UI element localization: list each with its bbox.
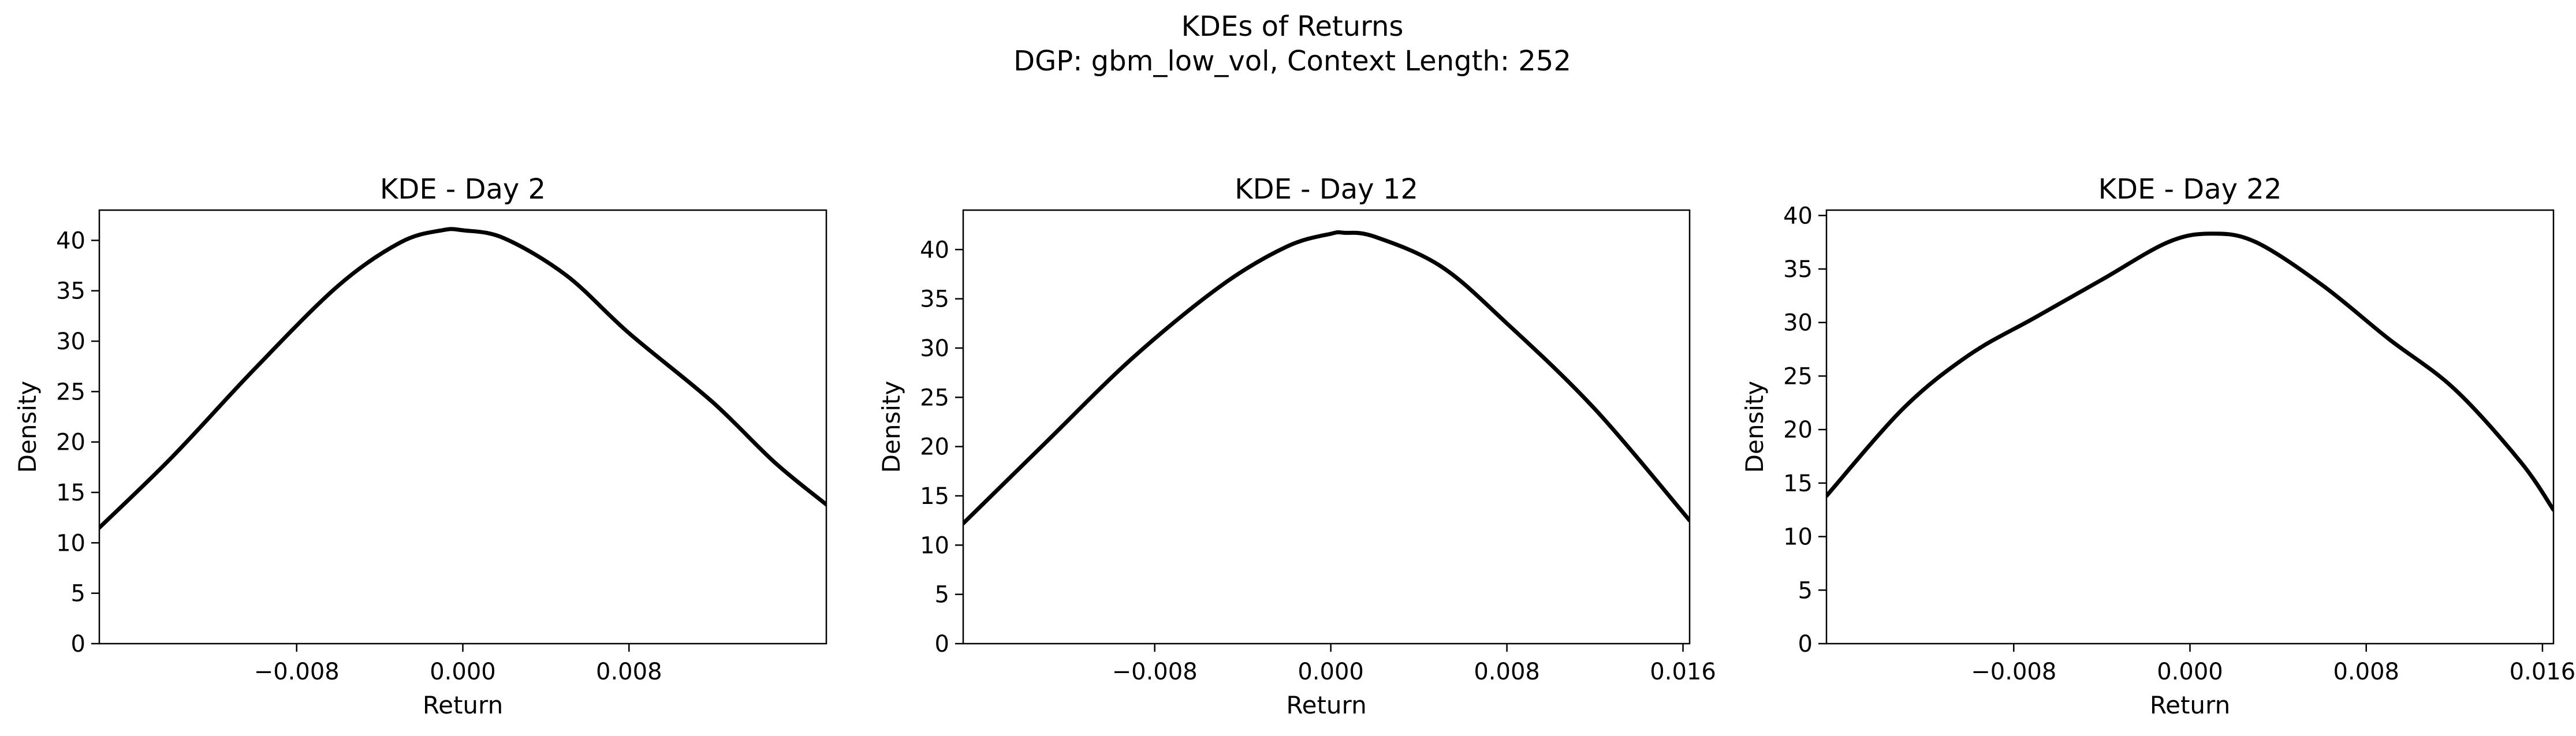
x-tick-label: −0.008: [1971, 659, 2056, 685]
y-tick-label: 0: [935, 631, 949, 657]
chart-panels: KDE - Day 2 −0.008 0.000 0.008 0 5 10 15 20 25 30 3…: [13, 173, 2575, 719]
x-tick-label: 0.000: [1298, 659, 1364, 685]
y-tick-label: 0: [1798, 631, 1813, 657]
chart-title: KDE - Day 12: [1235, 173, 1418, 206]
x-tick-label: 0.000: [2157, 659, 2223, 685]
chart-title: KDE - Day 22: [2098, 173, 2282, 206]
chart-title: KDE - Day 2: [380, 173, 546, 206]
kde-curve-1: [99, 227, 826, 530]
y-tick-label: 35: [56, 278, 85, 305]
y-tick-label: 10: [920, 532, 949, 559]
y-tick-label: 15: [920, 483, 949, 510]
y-tick-label: 35: [920, 286, 949, 313]
y-tick-label: 10: [56, 530, 85, 556]
x-tick-label: 0.008: [1474, 659, 1540, 685]
y-tick-label: 15: [56, 480, 85, 506]
y-tick-label: 20: [1783, 417, 1813, 443]
figure-suptitle-line2: DGP: gbm_low_vol, Context Length: 252: [1013, 45, 1571, 77]
y-tick-label: 25: [1783, 363, 1813, 390]
x-tick-label: −0.008: [254, 659, 340, 685]
y-tick-label: 25: [56, 379, 85, 405]
x-tick-label: 0.008: [596, 659, 662, 685]
y-tick-label: 30: [56, 328, 85, 355]
y-tick-label: 5: [935, 582, 949, 608]
y-tick-label: 40: [1783, 203, 1813, 229]
x-tick-label: 0.016: [1650, 659, 1716, 685]
y-tick-label: 5: [1798, 577, 1813, 604]
x-tick-label: 0.000: [430, 659, 496, 685]
chart-panel-2: KDE - Day 12 −0.008 0.000 0.008 0.016 0 5 10 15 2…: [877, 173, 1716, 719]
chart-panel-1: KDE - Day 2 −0.008 0.000 0.008 0 5 10 15 20 25 30 3…: [13, 173, 827, 719]
y-tick-label: 10: [1783, 524, 1813, 551]
kde-curve-1: [963, 230, 1690, 526]
plot-frame: [962, 209, 1691, 645]
x-axis-label: Return: [423, 691, 503, 719]
x-axis-label: Return: [2150, 691, 2230, 719]
y-tick-label: 40: [56, 227, 85, 254]
y-axis-label: Density: [877, 381, 905, 473]
y-tick-label: 15: [1783, 470, 1813, 497]
y-tick-label: 40: [920, 237, 949, 263]
y-axis-label: Density: [1740, 381, 1769, 473]
y-tick-label: 0: [71, 631, 85, 657]
kde-curve-1: [1826, 231, 2553, 512]
y-tick-label: 25: [920, 384, 949, 411]
x-axis-label: Return: [1286, 691, 1366, 719]
x-tick-label: 0.016: [2510, 659, 2576, 685]
y-axis-label: Density: [13, 381, 42, 473]
chart-panel-3: KDE - Day 22 −0.008 0.000 0.008 0.016 0 5 10 15 2…: [1740, 173, 2575, 719]
x-tick-label: 0.008: [2333, 659, 2399, 685]
figure-suptitle-line1: KDEs of Returns: [1181, 10, 1404, 43]
y-tick-label: 30: [920, 335, 949, 362]
y-tick-label: 5: [71, 581, 85, 607]
y-tick-label: 35: [1783, 256, 1813, 283]
y-tick-label: 30: [1783, 310, 1813, 337]
y-tick-label: 20: [56, 429, 85, 456]
x-tick-label: −0.008: [1112, 659, 1198, 685]
y-tick-label: 20: [920, 434, 949, 461]
